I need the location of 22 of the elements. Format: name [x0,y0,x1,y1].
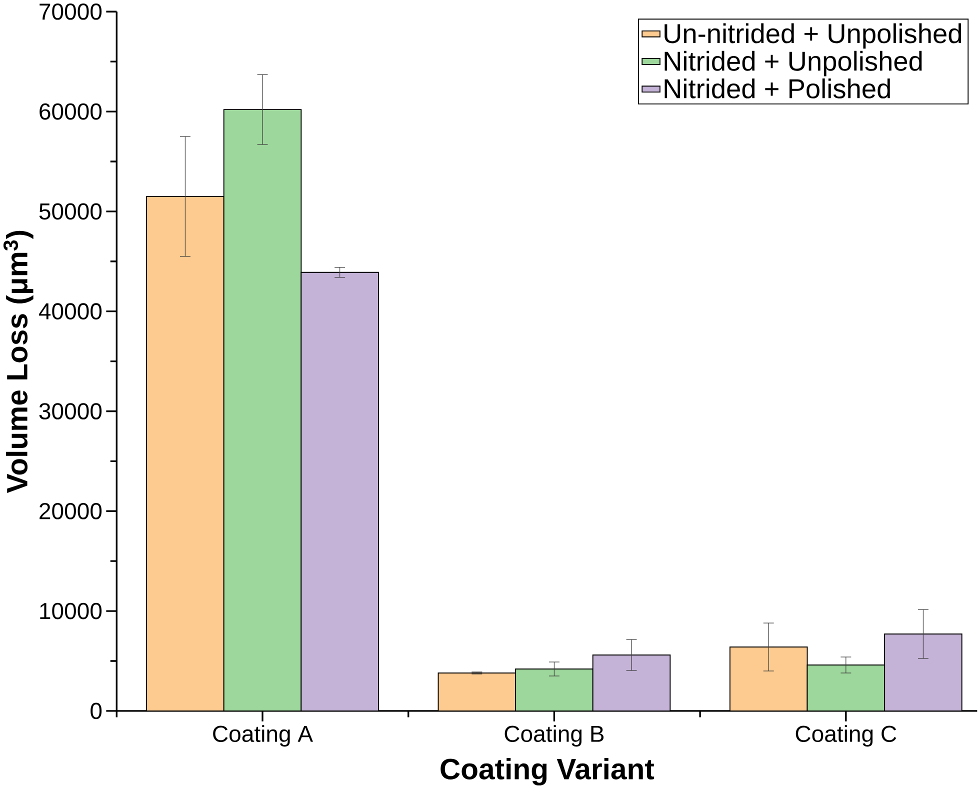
y-tick-label: 40000 [38,303,102,320]
y-tick-label: 50000 [39,203,102,220]
bar [884,634,962,711]
bar [515,668,594,711]
legend-label: Un-nitrided + Unpolished [664,23,962,49]
x-tick-label: Coating B [504,725,604,747]
x-tick-label: Coating C [796,725,896,747]
y-tick-label: 10000 [40,602,102,620]
y-tick-label: 30000 [39,403,102,420]
y-tick-label: 20000 [40,503,102,520]
y-tick-label: 0 [90,702,102,720]
text: Volume Loss (μm$^{3}$) [3,230,34,494]
legend-label: Nitrided + Polished [664,78,890,98]
bar [223,109,302,711]
bar [300,272,379,711]
bar [806,664,886,711]
bar [592,654,671,711]
x-tick-label: Coating A [213,725,313,747]
y-tick-label: 70000 [40,4,102,20]
x-axis-title: Coating Variant [440,758,654,786]
legend-label: Nitrided + Unpolished [664,50,922,76]
y-tick-label: 60000 [40,103,102,120]
